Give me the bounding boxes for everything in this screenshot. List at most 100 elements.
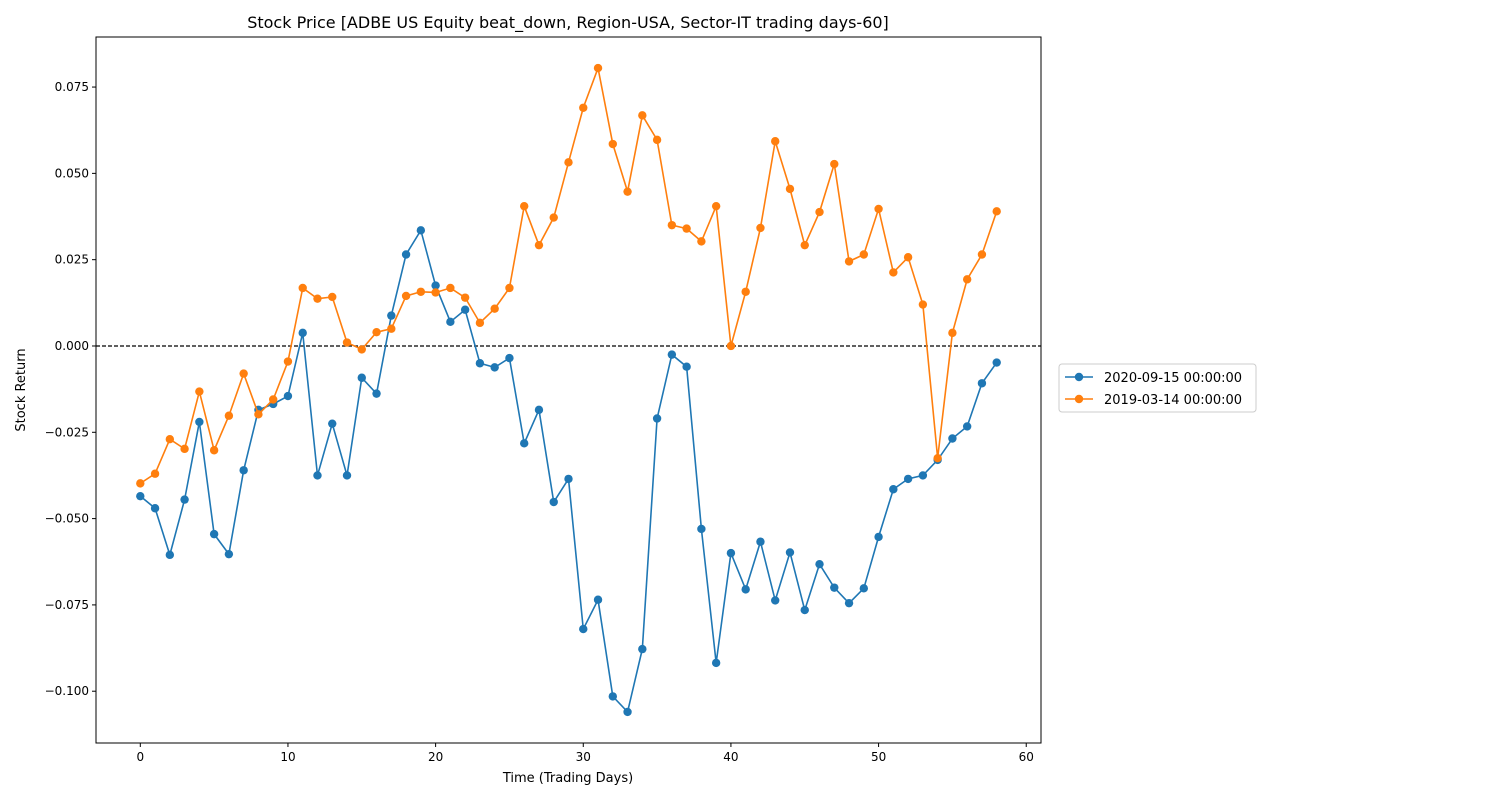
- x-tick-label: 20: [428, 750, 443, 764]
- data-point: [711, 201, 721, 211]
- data-point: [859, 584, 869, 593]
- data-point: [800, 240, 809, 250]
- data-point: [387, 324, 396, 333]
- data-point: [579, 103, 588, 112]
- data-point: [667, 220, 677, 230]
- data-point: [992, 207, 1001, 216]
- data-point: [150, 504, 160, 513]
- data-point: [889, 485, 898, 494]
- data-point: [490, 304, 499, 313]
- data-point: [830, 583, 839, 592]
- data-point: [313, 471, 322, 480]
- data-point: [431, 288, 440, 297]
- data-point: [800, 605, 809, 615]
- data-point: [357, 345, 366, 354]
- data-point: [726, 548, 736, 558]
- legend-swatch-marker: [1074, 394, 1084, 404]
- x-tick-label: 30: [576, 750, 591, 764]
- data-point: [623, 707, 632, 717]
- data-point: [520, 439, 529, 448]
- data-point: [844, 257, 854, 266]
- series-layer: [136, 63, 1001, 717]
- legend-swatch-marker: [1074, 372, 1084, 382]
- data-point: [224, 549, 234, 559]
- data-point: [859, 250, 869, 259]
- data-point: [136, 491, 145, 501]
- data-point: [431, 281, 440, 290]
- data-point: [460, 305, 470, 314]
- data-point: [682, 362, 691, 371]
- data-point: [475, 359, 485, 368]
- data-point: [771, 137, 780, 146]
- data-point: [874, 204, 883, 214]
- data-point: [534, 240, 544, 250]
- data-point: [785, 548, 795, 557]
- data-point: [638, 644, 647, 654]
- y-tick-label: 0.000: [55, 339, 89, 353]
- data-point: [962, 275, 972, 284]
- data-point: [165, 550, 175, 560]
- data-point: [903, 253, 913, 262]
- x-tick-label: 0: [136, 750, 144, 764]
- data-point: [741, 585, 750, 594]
- data-point: [549, 213, 558, 222]
- data-point: [298, 283, 307, 293]
- data-point: [652, 414, 662, 423]
- data-point: [328, 292, 337, 302]
- data-point: [475, 318, 485, 328]
- data-point: [239, 466, 248, 475]
- data-point: [401, 291, 411, 301]
- data-point: [313, 294, 322, 303]
- series-1: [136, 226, 1001, 717]
- data-point: [697, 524, 706, 534]
- data-point: [283, 391, 293, 401]
- data-point: [446, 283, 455, 293]
- data-point: [416, 226, 426, 235]
- data-point: [785, 184, 795, 194]
- data-point: [209, 529, 219, 539]
- data-point: [564, 474, 573, 484]
- data-point: [328, 419, 337, 428]
- data-point: [505, 283, 514, 293]
- data-point: [180, 495, 189, 504]
- data-point: [549, 497, 558, 507]
- series-2: [136, 63, 1001, 488]
- data-point: [844, 598, 854, 608]
- data-point: [239, 369, 248, 378]
- data-point: [918, 471, 928, 480]
- data-point: [416, 287, 426, 296]
- data-point: [564, 158, 573, 167]
- data-point: [608, 692, 617, 701]
- data-point: [638, 111, 647, 120]
- legend-entry-label: 2019-03-14 00:00:00: [1104, 393, 1242, 408]
- data-point: [136, 479, 145, 488]
- data-point: [903, 474, 913, 484]
- data-point: [165, 434, 175, 444]
- data-point: [771, 596, 780, 605]
- y-tick-label: −0.100: [45, 684, 89, 698]
- data-point: [446, 317, 455, 327]
- data-point: [652, 135, 662, 145]
- y-tick-label: −0.025: [45, 425, 89, 439]
- data-point: [815, 559, 824, 569]
- plot-area: [95, 36, 1042, 744]
- y-axis-title: Stock Return: [14, 348, 29, 431]
- data-point: [608, 139, 617, 149]
- data-point: [209, 446, 219, 455]
- data-point: [490, 363, 499, 372]
- data-point: [741, 287, 750, 296]
- data-point: [682, 224, 691, 233]
- x-tick-label: 50: [871, 750, 886, 764]
- data-point: [195, 387, 204, 396]
- data-point: [874, 532, 883, 542]
- data-point: [962, 422, 972, 431]
- data-point: [180, 444, 189, 454]
- data-point: [815, 207, 824, 217]
- y-tick-label: 0.050: [55, 166, 89, 180]
- data-point: [387, 311, 396, 320]
- data-point: [992, 358, 1001, 367]
- data-point: [534, 405, 544, 415]
- data-point: [889, 268, 898, 277]
- data-point: [948, 434, 957, 443]
- data-point: [726, 341, 736, 351]
